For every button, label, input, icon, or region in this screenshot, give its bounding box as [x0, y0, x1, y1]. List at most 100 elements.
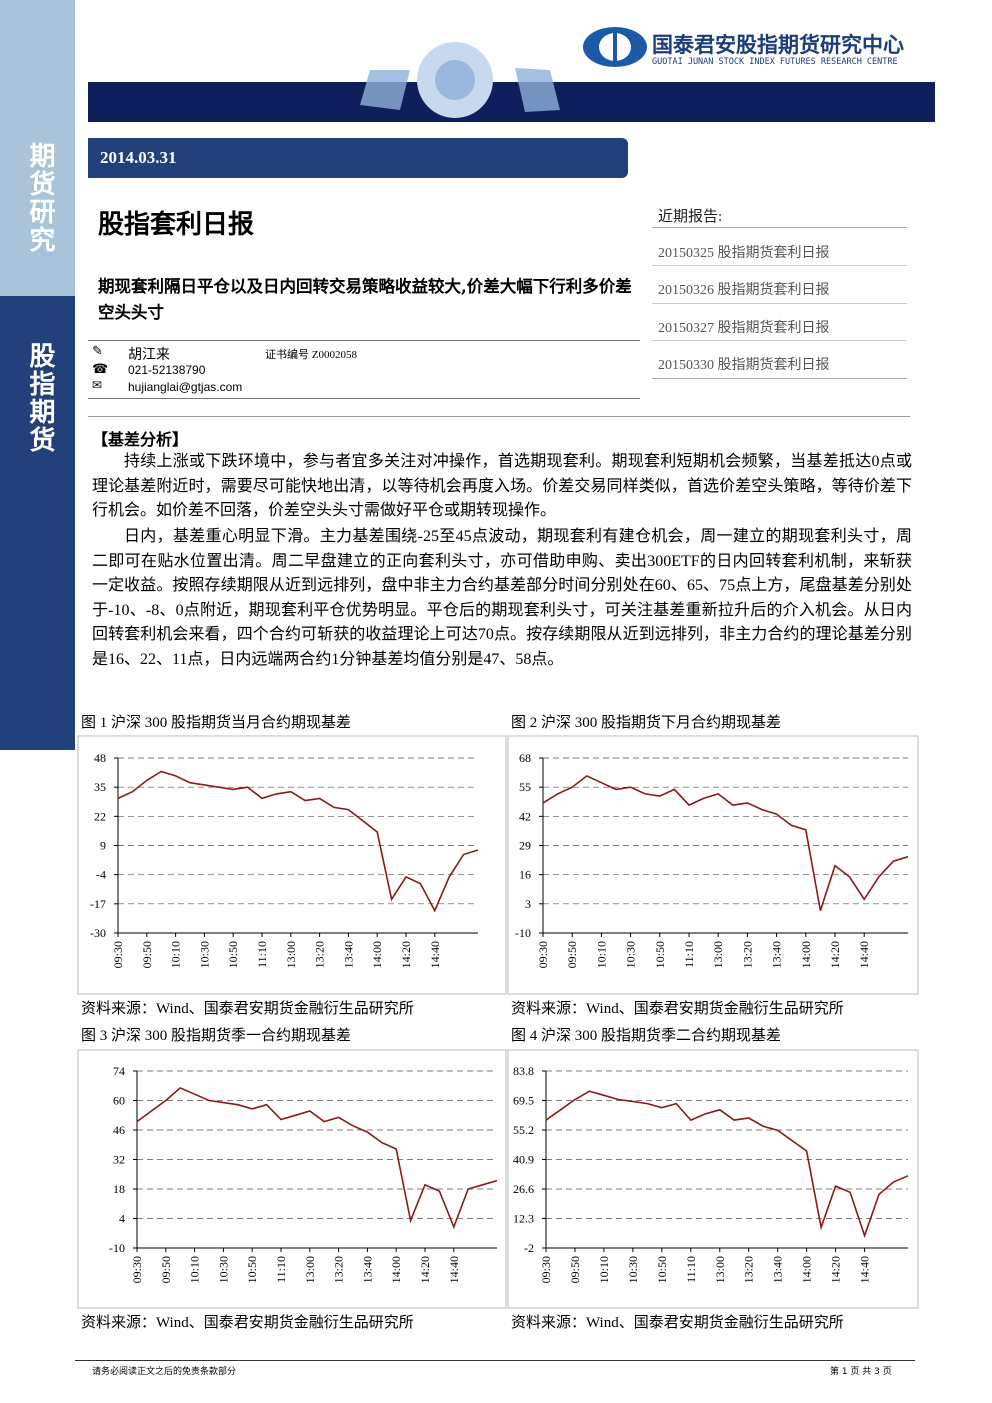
- x-tick-label: 10:30: [626, 1256, 640, 1283]
- data-line: [542, 774, 909, 911]
- rule: [88, 398, 640, 399]
- x-tick-label: 10:50: [655, 1256, 669, 1283]
- x-tick-label: 13:00: [713, 1256, 727, 1283]
- y-tick-label: 83.8: [513, 1064, 534, 1078]
- y-tick-label: -2: [524, 1241, 534, 1255]
- y-tick-label: 16: [519, 868, 531, 882]
- y-tick-label: 55: [519, 780, 531, 794]
- chart-title: 图 1 沪深 300 股指期货当月合约期现基差: [81, 714, 351, 731]
- x-tick-label: 13:00: [284, 941, 298, 968]
- chart-frame: [507, 1049, 919, 1309]
- paragraph: 持续上涨或下跌环境中，参与者宜多关注对冲操作，首选期现套利。期现套利短期机会频繁…: [92, 453, 912, 520]
- y-tick-label: 22: [94, 809, 106, 823]
- logo: [583, 27, 647, 67]
- x-tick-label: 10:10: [594, 941, 608, 968]
- y-tick-label: 35: [94, 780, 106, 794]
- x-tick-label: 14:40: [447, 1256, 461, 1283]
- chart-title: 图 3 沪深 300 股指期货季一合约期现基差: [81, 1027, 351, 1044]
- x-tick-label: 09:30: [111, 941, 125, 968]
- author-phone: 021-52138790: [128, 363, 206, 377]
- y-tick-label: 18: [113, 1182, 125, 1196]
- recent-label: 近期报告:: [658, 209, 723, 225]
- chart-frame: [507, 735, 919, 995]
- x-tick-label: 14:40: [857, 941, 871, 968]
- x-tick-label: 09:30: [130, 1256, 144, 1283]
- x-tick-label: 14:00: [799, 941, 813, 968]
- chart-title: 图 2 沪深 300 股指期货下月合约期现基差: [511, 714, 781, 731]
- author-name: 胡江来: [128, 348, 170, 363]
- x-tick-label: 09:30: [536, 941, 550, 968]
- x-tick-label: 10:10: [597, 1256, 611, 1283]
- recent-report: 20150330 股指期货套利日报: [658, 358, 830, 373]
- diamond-graphic: [360, 42, 560, 118]
- chart-source: 资料来源：Wind、国泰君安期货金融衍生品研究所: [511, 1000, 844, 1017]
- x-tick-label: 14:00: [370, 941, 384, 968]
- x-tick-label: 14:20: [828, 941, 842, 968]
- y-tick-label: -17: [90, 897, 106, 911]
- chart-source: 资料来源：Wind、国泰君安期货金融衍生品研究所: [511, 1314, 844, 1331]
- subtitle: 期现套利隔日平仓以及日内回转交易策略收益较大,价差大幅下行利多价差空头头寸: [98, 277, 632, 322]
- x-tick-label: 14:00: [800, 1256, 814, 1283]
- chart-source: 资料来源：Wind、国泰君安期货金融衍生品研究所: [81, 1000, 414, 1017]
- x-tick-label: 10:50: [226, 941, 240, 968]
- y-tick-label: 74: [113, 1064, 125, 1078]
- x-tick-label: 13:20: [740, 941, 754, 968]
- x-tick-label: 14:40: [428, 941, 442, 968]
- x-tick-label: 09:50: [159, 1256, 173, 1283]
- x-tick-label: 11:10: [274, 1256, 288, 1283]
- title: 股指套利日报: [98, 210, 255, 240]
- paragraph: 日内，基差重心明显下滑。主力基差围绕-25至45点波动，期现套利有建仓机会，周一…: [92, 528, 912, 668]
- sidebar-bottom: [0, 296, 75, 750]
- y-tick-label: 26.6: [513, 1182, 534, 1196]
- chart-source: 资料来源：Wind、国泰君安期货金融衍生品研究所: [81, 1314, 414, 1331]
- rule: [88, 340, 640, 341]
- x-tick-label: 10:30: [216, 1256, 230, 1283]
- y-tick-label: 48: [94, 751, 106, 765]
- x-tick-label: 09:50: [565, 941, 579, 968]
- x-tick-label: 14:20: [399, 941, 413, 968]
- x-tick-label: 13:40: [341, 941, 355, 968]
- x-tick-label: 10:30: [197, 941, 211, 968]
- header-band: [88, 82, 935, 122]
- chart-frame: [77, 1049, 507, 1309]
- x-tick-label: 13:20: [332, 1256, 346, 1283]
- x-tick-label: 10:30: [624, 941, 638, 968]
- x-tick-label: 13:00: [711, 941, 725, 968]
- x-tick-label: 09:50: [140, 941, 154, 968]
- data-line: [545, 1090, 909, 1239]
- y-tick-label: 29: [519, 839, 531, 853]
- x-tick-label: 09:50: [568, 1256, 582, 1283]
- sidebar-label: 期货研究: [25, 142, 55, 254]
- author-email: hujianglai@gtjas.com: [128, 380, 243, 394]
- recent-report: 20150327 股指期货套利日报: [658, 321, 830, 336]
- data-line: [117, 770, 479, 913]
- author-cert: 证书编号 Z0002058: [265, 349, 357, 361]
- sidebar-top: [0, 0, 75, 296]
- y-tick-label: 68: [519, 751, 531, 765]
- y-tick-label: 4: [119, 1212, 125, 1226]
- section-heading: 【基差分析】: [92, 432, 189, 449]
- y-tick-label: -4: [96, 868, 106, 882]
- disclaimer: 请务必阅读正文之后的免责条款部分: [92, 1367, 237, 1377]
- recent-report: 20150326 股指期货套利日报: [658, 283, 830, 298]
- y-tick-label: 3: [525, 897, 531, 911]
- x-tick-label: 11:10: [682, 941, 696, 968]
- y-tick-label: 46: [113, 1123, 125, 1137]
- org-name-en: GUOTAI JUNAN STOCK INDEX FUTURES RESEARC…: [652, 57, 898, 67]
- date: 2014.03.31: [100, 148, 177, 167]
- y-tick-label: -30: [90, 926, 106, 940]
- y-tick-label: 69.5: [513, 1094, 534, 1108]
- y-tick-label: 55.2: [513, 1123, 534, 1137]
- x-tick-label: 10:50: [653, 941, 667, 968]
- y-tick-label: 32: [113, 1153, 125, 1167]
- y-tick-label: -10: [515, 926, 531, 940]
- data-line: [136, 1086, 498, 1230]
- x-tick-label: 13:40: [770, 941, 784, 968]
- y-tick-label: 42: [519, 809, 531, 823]
- x-tick-label: 10:10: [188, 1256, 202, 1283]
- x-tick-label: 10:10: [169, 941, 183, 968]
- org-name: 国泰君安股指期货研究中心: [652, 33, 904, 57]
- x-tick-label: 13:40: [771, 1256, 785, 1283]
- x-tick-label: 14:40: [858, 1256, 872, 1283]
